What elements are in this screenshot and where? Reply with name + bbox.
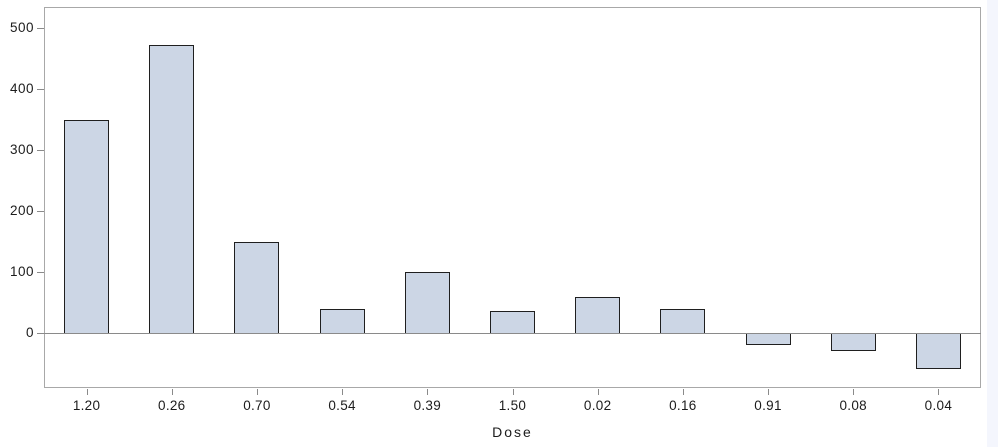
x-tick-label: 0.02 xyxy=(583,398,612,413)
x-tick-label: 0.39 xyxy=(413,398,442,413)
x-tick-label: 0.08 xyxy=(839,398,867,413)
bar xyxy=(404,272,450,334)
y-tick-mark xyxy=(37,272,44,274)
bar xyxy=(490,311,535,334)
bar xyxy=(830,334,876,352)
x-tick-label: 1.20 xyxy=(72,398,101,413)
bar xyxy=(234,241,280,334)
x-tick-mark xyxy=(853,389,855,395)
y-tick-label: 500 xyxy=(9,20,34,36)
x-tick-mark xyxy=(342,389,344,395)
bar xyxy=(575,296,621,334)
x-tick-mark xyxy=(768,389,770,395)
y-tick-mark xyxy=(37,89,44,91)
x-tick-label: 0.91 xyxy=(754,398,782,413)
x-tick-mark xyxy=(86,389,88,395)
y-tick-mark xyxy=(37,150,44,152)
y-tick-label: 0 xyxy=(25,325,34,341)
bar xyxy=(660,308,706,334)
x-tick-label: 0.04 xyxy=(924,398,953,413)
page-edge-strip xyxy=(987,0,998,447)
bar xyxy=(745,334,791,346)
x-tick-label: 0.54 xyxy=(328,398,356,413)
x-tick-label: 0.16 xyxy=(669,398,697,413)
bar xyxy=(149,45,195,334)
x-tick-mark xyxy=(682,389,684,395)
bar xyxy=(319,308,365,334)
y-tick-label: 100 xyxy=(9,264,34,280)
x-axis-title: Dose xyxy=(492,424,533,440)
x-tick-mark xyxy=(427,389,429,395)
y-tick-mark xyxy=(37,211,44,213)
x-tick-mark xyxy=(256,389,258,395)
x-tick-mark xyxy=(597,389,599,395)
y-tick-label: 200 xyxy=(9,203,34,219)
y-tick-label: 300 xyxy=(9,142,34,158)
y-tick-mark xyxy=(37,333,44,335)
bar xyxy=(915,334,961,370)
x-tick-mark xyxy=(171,389,173,395)
x-tick-label: 0.26 xyxy=(158,398,186,413)
y-tick-label: 400 xyxy=(9,81,34,97)
y-tick-mark xyxy=(37,28,44,30)
zero-line xyxy=(44,333,981,335)
x-tick-label: 1.50 xyxy=(498,398,527,413)
x-tick-mark xyxy=(938,389,940,395)
x-tick-mark xyxy=(512,389,514,395)
x-tick-label: 0.70 xyxy=(243,398,271,413)
bar xyxy=(64,119,110,334)
